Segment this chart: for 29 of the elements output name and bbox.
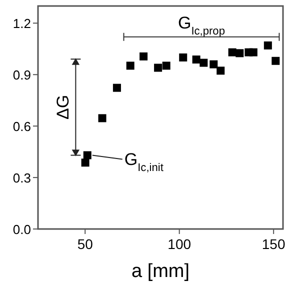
point — [264, 41, 272, 50]
y-tick-label: 0.0 — [12, 222, 31, 237]
point — [200, 58, 208, 67]
point — [83, 151, 92, 160]
y-tick-label: 0.6 — [12, 119, 31, 134]
y-tick-label: 0.3 — [12, 170, 31, 186]
point — [192, 56, 200, 64]
point — [112, 84, 121, 92]
point — [236, 49, 244, 58]
x-tick-label: 100 — [168, 236, 192, 252]
annotation: ΔG — [54, 94, 73, 120]
point — [126, 62, 134, 70]
point — [162, 62, 170, 70]
y-tick-label: 1.2 — [12, 16, 31, 32]
y-tick-label: 0.9 — [12, 68, 31, 83]
point — [249, 48, 258, 56]
point — [98, 114, 106, 122]
point — [216, 66, 225, 75]
point — [154, 64, 162, 72]
point — [81, 158, 90, 167]
annotation: G$_{Ic,prop}$ — [178, 13, 225, 38]
point — [140, 52, 148, 60]
x-tick-label: 150 — [262, 236, 286, 252]
x-tick-label: 50 — [77, 236, 94, 252]
annotation: G$_{Ic,init}$ — [124, 150, 164, 174]
point — [272, 56, 280, 65]
x-axis-title: a [mm] — [131, 261, 190, 282]
point — [210, 60, 218, 68]
point — [179, 53, 188, 62]
